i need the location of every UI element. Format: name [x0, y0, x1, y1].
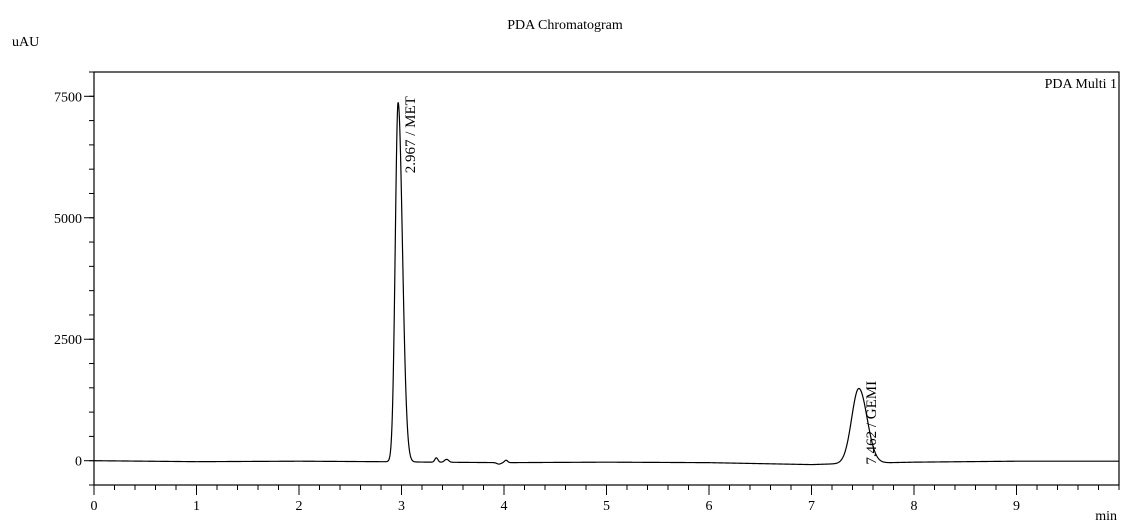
x-tick-label: 2	[296, 499, 303, 514]
x-tick-label: 1	[193, 499, 200, 514]
peak-label: 7.462 / GEMI	[864, 381, 880, 465]
x-tick-label: 0	[91, 499, 98, 514]
x-tick-label: 4	[501, 499, 508, 514]
legend-label: PDA Multi 1	[1045, 77, 1117, 92]
peak-label: 2.967 / MET	[403, 96, 419, 173]
x-tick-label: 8	[911, 499, 918, 514]
x-tick-label: 7	[808, 499, 815, 514]
x-tick-label: 9	[1013, 499, 1020, 514]
x-tick-label: 5	[603, 499, 610, 514]
y-axis-label: uAU	[12, 35, 39, 50]
series-layer	[94, 102, 1119, 466]
plot-area-frame	[93, 71, 1120, 486]
chromatogram-trace	[94, 102, 1119, 466]
x-tick-label: 6	[706, 499, 713, 514]
y-tick-label: 2500	[54, 333, 82, 348]
y-tick-label: 5000	[54, 212, 82, 227]
y-tick-label: 0	[75, 455, 82, 470]
axis-tick-labels: 0 1 2 3 4 5 6 7 8 9 0 2500 5000 7500	[54, 90, 1020, 514]
x-tick-label: 3	[398, 499, 405, 514]
peak-annotations: 2.967 / MET 7.462 / GEMI	[403, 96, 880, 464]
axis-ticks	[84, 71, 1120, 495]
y-tick-label: 7500	[54, 90, 82, 105]
x-axis-label: min	[1095, 509, 1117, 524]
chart-title: PDA Chromatogram	[507, 18, 623, 33]
